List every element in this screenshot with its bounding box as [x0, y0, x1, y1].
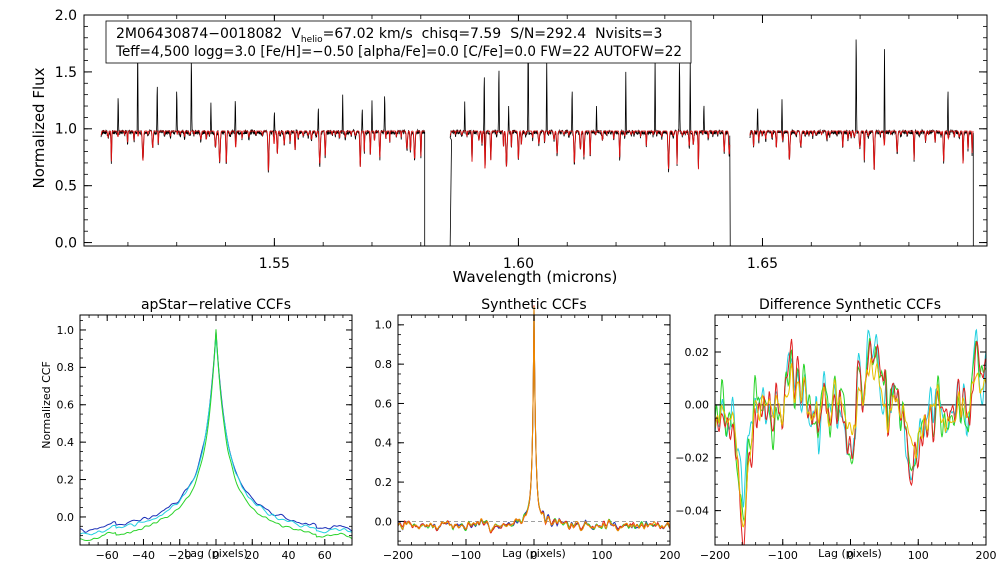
apstar-ccf-ticks: −60 −40 −20 0 20 40 60 0.0 0.2 0.4 0.6 0.8 1.0: [57, 315, 353, 562]
spectrum-ticks: 1.55 1.60 1.65 0.0 0.5 1.0 1.5 2.0: [55, 8, 987, 272]
apstar-ccf-data-layer: [79, 329, 353, 541]
spectrum-clip-group: [100, 34, 974, 246]
vhelio-subscript: helio: [301, 35, 323, 45]
annotation-line-2: Teff=4,500 logg=3.0 [Fe/H]=−0.50 [alpha/…: [115, 44, 682, 60]
chisq-value: chisq=7.59: [422, 26, 502, 42]
spectrum-x-axis-label: Wavelength (microns): [453, 268, 618, 286]
x-tick-label: −60: [96, 549, 119, 562]
apstar-ccf-frame: [79, 314, 353, 546]
observed-spectrum-blue: [100, 43, 426, 246]
difference-ccf-data-layer: [715, 328, 986, 545]
y-tick-label: 0.2: [375, 476, 393, 489]
apstar-ccf-title: apStar−relative CCFs: [141, 297, 291, 313]
apstar-ccf-series-2: [79, 335, 353, 536]
difference-ccf-series-3: [715, 338, 986, 545]
y-tick-label: 0.0: [57, 511, 75, 524]
difference-ccf-title: Difference Synthetic CCFs: [759, 297, 941, 313]
y-tick-label: 0.00: [685, 399, 710, 412]
annotation-frame: [105, 20, 692, 64]
spectrum-data-layer: [100, 34, 974, 246]
x-tick-label: 1.65: [747, 256, 778, 272]
x-tick-label: 100: [592, 549, 613, 562]
spectrum-plot-frame: [83, 14, 988, 247]
vhelio-value: =67.02 km/s: [323, 26, 413, 42]
apstar-ccf-series-1: [79, 331, 353, 533]
y-tick-label: 0.6: [375, 397, 393, 410]
difference-ccf-x-axis-label: Lag (pixels): [818, 547, 882, 560]
difference-ccf-plot: −200 −100 0 100 200 −0.04 −0.02 0.00 0.02 Differ…: [675, 297, 996, 562]
model-spectrum-green: [449, 130, 731, 170]
apstar-ccf-plot: −60 −40 −20 0 20 40 60 0.0 0.2 0.4 0.6 0.8 1.0 apSta…: [40, 297, 353, 562]
synthetic-ccf-series-4: [397, 306, 671, 533]
spectrum-annotation-box: 2M06430874−0018082 Vhelio=67.02 km/s chisq…: [105, 20, 692, 64]
synthetic-ccf-data-layer: [397, 305, 671, 534]
y-tick-label: −0.04: [675, 504, 709, 517]
x-tick-label: 1.60: [503, 256, 534, 272]
x-tick-label: 200: [976, 549, 997, 562]
difference-ccf-series-4: [715, 357, 986, 528]
x-tick-label: 20: [245, 549, 259, 562]
x-tick-label: 0: [531, 549, 538, 562]
y-tick-label: 0.0: [55, 235, 77, 251]
model-spectrum-blue: [100, 130, 425, 171]
difference-ccf-clip-group: [715, 328, 986, 545]
y-tick-label: 0.4: [57, 436, 75, 449]
x-tick-label: 0: [213, 549, 220, 562]
y-tick-label: 0.0: [375, 515, 393, 528]
snr-value: S/N=292.4: [510, 26, 586, 42]
model-spectrum-red: [749, 130, 974, 170]
apstar-ccf-x-axis-label: Lag (pixels): [184, 547, 248, 560]
y-tick-label: 1.0: [375, 319, 393, 332]
synthetic-ccf-plot: −200 −100 0 100 200 0.0 0.2 0.4 0.6 0.8 1.0 Synthe…: [375, 297, 681, 562]
y-tick-label: 1.5: [55, 65, 77, 81]
apstar-ccf-series-3: [79, 329, 353, 541]
y-tick-label: 1.0: [55, 122, 77, 138]
y-tick-label: 2.0: [55, 8, 77, 24]
y-tick-label: 0.5: [55, 179, 77, 195]
y-tick-label: 0.4: [375, 437, 393, 450]
y-tick-label: −0.02: [675, 452, 709, 465]
vhelio-symbol: V: [291, 26, 301, 42]
x-tick-label: −40: [132, 549, 155, 562]
x-tick-label: 60: [318, 549, 332, 562]
x-tick-label: −100: [768, 549, 798, 562]
spectrum-y-axis-label: Normalized Flux: [30, 67, 48, 188]
x-tick-label: −200: [700, 549, 730, 562]
spectrum-plot: 1.55 1.60 1.65 0.0 0.5 1.0 1.5 2.0 2M06430874−0…: [30, 8, 988, 286]
x-tick-label: 200: [660, 549, 681, 562]
y-tick-label: 0.02: [685, 346, 710, 359]
apstar-ccf-y-axis-label: Normalized CCF: [40, 361, 53, 449]
annotation-line-1: 2M06430874−0018082 Vhelio=67.02 km/s chisq…: [116, 26, 662, 45]
observed-spectrum-red: [749, 39, 974, 246]
synthetic-ccf-ticks: −200 −100 0 100 200 0.0 0.2 0.4 0.6 0.8 1.0: [375, 314, 681, 562]
y-tick-label: 0.8: [375, 358, 393, 371]
synthetic-ccf-x-axis-label: Lag (pixels): [502, 547, 566, 560]
x-tick-label: −200: [383, 549, 413, 562]
y-tick-label: 1.0: [57, 324, 75, 337]
star-id: 2M06430874−0018082: [116, 26, 282, 42]
difference-ccf-ticks: −200 −100 0 100 200 −0.04 −0.02 0.00 0.02: [675, 315, 997, 562]
x-tick-label: 100: [908, 549, 929, 562]
x-tick-label: 0: [847, 549, 854, 562]
y-tick-label: 0.6: [57, 399, 75, 412]
y-tick-label: 0.2: [57, 473, 75, 486]
x-tick-label: −100: [451, 549, 481, 562]
y-tick-label: 0.8: [57, 361, 75, 374]
synthetic-ccf-title: Synthetic CCFs: [481, 297, 586, 313]
x-tick-label: 1.55: [259, 256, 290, 272]
x-tick-label: 40: [282, 549, 296, 562]
x-tick-label: −20: [168, 549, 191, 562]
nvisits-value: Nvisits=3: [595, 26, 662, 42]
